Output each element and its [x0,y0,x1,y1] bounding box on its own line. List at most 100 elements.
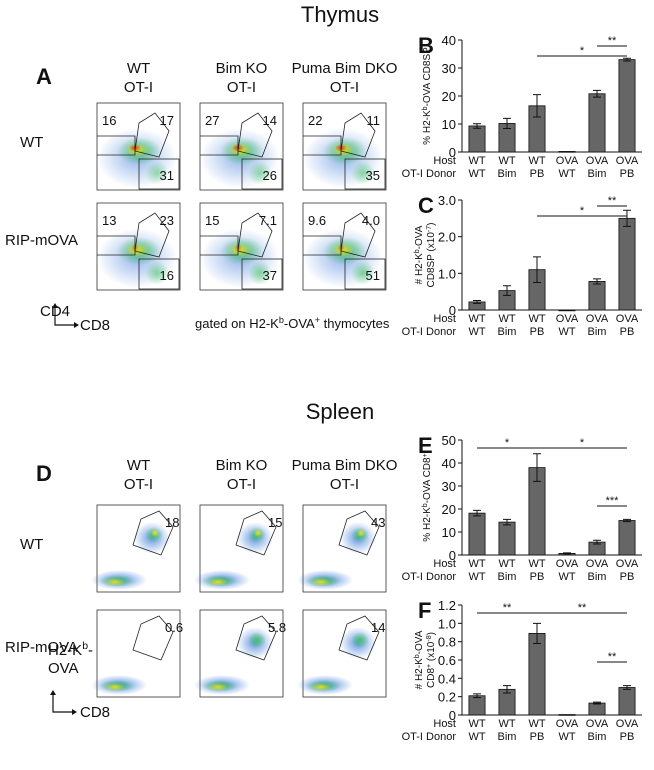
arrow-head [50,690,77,715]
gate [97,135,136,156]
density [105,578,125,586]
bar [588,280,606,311]
x-tick-label: WT [558,731,575,743]
column-header: OT-I [227,79,256,96]
y-tick-label: 0 [449,145,456,160]
x-tick-label: WT [468,326,485,338]
y-tick-label: 3.0 [438,193,456,208]
gate [338,615,380,661]
x-tick-label: PB [530,731,545,743]
gate-percent: 4.0 [362,213,380,228]
y-tick-label: 30 [442,61,456,76]
host-label: OVA [586,558,609,570]
row-title: Host [433,558,456,570]
panel-letter: F [418,598,431,623]
significance: ** [608,195,617,207]
row-label: RIP-mOVA [5,639,78,656]
label-segment: -OVA [414,630,425,654]
x-tick-label: PB [620,326,635,338]
density [151,529,159,537]
error-bar [503,117,511,129]
row-label: WT [20,536,43,553]
superscript: + [426,664,433,668]
host-label: OVA [556,155,579,167]
error-bar [563,552,571,555]
error-bar [623,518,631,523]
gate-percent: 22 [308,113,322,128]
density [248,261,272,285]
gate-percent: 16 [102,113,116,128]
rich-label: # H2-Kb-OVA [414,225,426,284]
superscript: -7 [426,226,433,232]
bar [618,687,636,716]
gate-percent: 5.8 [268,620,286,635]
label-segment: CD8 [426,668,437,688]
flow-plot: 43 [297,504,387,593]
gate-percent: 15 [205,213,219,228]
y-tick-label: 0.6 [438,653,456,668]
bar [618,59,636,153]
density [208,683,228,691]
gate-percent: 26 [263,168,277,183]
label-segment: OVA [48,660,79,677]
label-segment: thymocytes [320,316,390,331]
host-label: OVA [586,718,609,730]
x-axis-label: CD8 [80,317,110,334]
error-bar [593,701,601,705]
density [105,683,125,691]
rich-label: CD8SP (x10-7) [426,223,438,288]
label-segment: H2-K [48,642,82,659]
x-tick-label: Bim [498,571,517,583]
superscript: b [279,315,284,325]
label-segment: (x10 [426,641,437,664]
column-header: OT-I [124,476,153,493]
axis-arrow [54,305,77,326]
density [351,632,369,648]
bar [468,125,486,153]
label-segment: -OVA CD8SP [422,47,433,107]
column-header: OT-I [330,476,359,493]
label-segment: ) [426,223,437,226]
flow-plot: 14 [297,609,387,698]
x-tick-label: WT [558,326,575,338]
bar [468,512,486,556]
gate [303,235,342,256]
row-title: Host [433,718,456,730]
rich-label: # H2-Kb-OVA [414,630,426,689]
panel-letter: A [36,64,52,89]
significance: ** [578,602,587,614]
gate-percent: 14 [371,620,385,635]
host-label: WT [468,558,485,570]
error-bar [503,518,511,526]
row-label: RIP-mOVA [5,232,78,249]
density [311,578,331,586]
rich-label: % H2-Kb-OVA CD8SP [422,47,434,145]
y-tick-label: 1.0 [438,616,456,631]
section-title: Thymus [301,2,379,27]
y-tick-label: 40 [442,456,456,471]
host-label: OVA [616,155,639,167]
density [145,161,169,185]
y-tick-label: 20 [442,502,456,517]
gate-percent: 15 [268,515,282,530]
error-bar [503,285,511,296]
superscript: b [422,503,429,507]
density [254,529,262,537]
column-header: Puma Bim DKO [292,60,398,77]
gate [235,510,277,556]
flow-plot: 9.6 4.0 51 [302,202,387,291]
error-bar [593,89,601,98]
x-tick-label: PB [530,571,545,583]
row-title: Host [433,313,456,325]
host-label: OVA [556,718,579,730]
superscript: b [414,249,421,253]
gate-percent: 17 [160,113,174,128]
rich-label: CD8+ (x10-8) [426,632,438,688]
row-title: OT-I Donor [402,571,457,583]
rich-label: H2-Kb- [48,640,93,659]
host-label: OVA [556,558,579,570]
error-bar [503,685,511,694]
flow-plot: 27 14 26 [199,102,284,191]
x-tick-label: Bim [498,168,517,180]
y-tick-label: 50 [442,433,456,448]
